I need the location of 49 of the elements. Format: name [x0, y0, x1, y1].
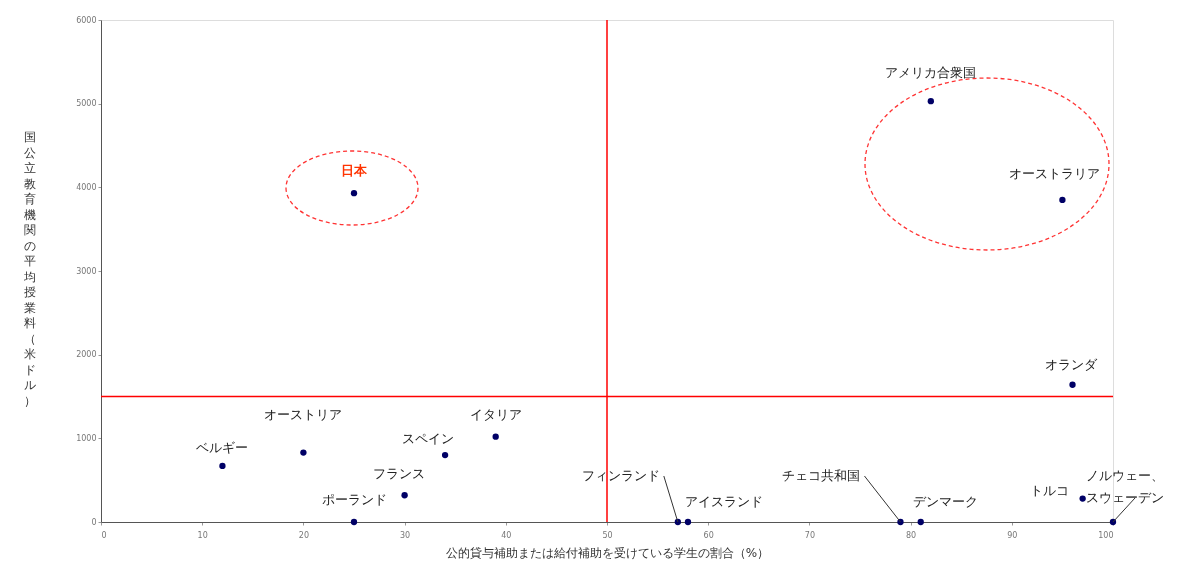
x-tick-label: 80 [906, 530, 917, 540]
point [927, 98, 934, 105]
annotation: オランダ [1044, 356, 1098, 372]
point [684, 518, 692, 526]
x-tick-label: 40 [501, 530, 512, 540]
annotation: ポーランド [321, 492, 387, 507]
x-tick-label: 50 [602, 530, 613, 540]
annotation: スペイン [402, 431, 455, 447]
x-tick-label: 70 [804, 530, 815, 540]
y-tick-label: 5000 [76, 99, 97, 109]
point [1079, 495, 1086, 502]
annotation: アメリカ合衆国 [885, 65, 977, 81]
annotation: ノルウェー、スウェーデン [1086, 468, 1164, 505]
point [401, 492, 408, 499]
x-tick-label: 20 [298, 530, 309, 540]
annotation: フランス [372, 466, 425, 482]
point [917, 518, 924, 526]
annotation: デンマーク [912, 494, 978, 509]
x-tick-label: 30 [400, 530, 411, 540]
y-tick-label: 4000 [76, 182, 97, 192]
annotation: オーストラリア [1008, 165, 1100, 181]
annotation: フィンランド [581, 468, 660, 483]
x-tick-label: 90 [1007, 530, 1018, 540]
y-tick-label: 1000 [76, 433, 97, 443]
point [350, 190, 358, 197]
x-tick-label: 10 [197, 530, 208, 540]
point [350, 518, 358, 526]
text: 国公立教育機関の平均授業料（米ドル） [23, 130, 36, 408]
annotation: チェコ共和国 [782, 468, 861, 483]
y-tick-label: 3000 [76, 266, 97, 276]
point [492, 433, 499, 440]
annotation: 日本 [341, 163, 368, 179]
y-tick-label: 0 [91, 517, 97, 527]
x-tick-label: 60 [703, 530, 714, 540]
x-tick-label: 0 [101, 530, 107, 540]
point [219, 462, 226, 470]
x-axis-title: 公的貸与補助または給付補助を受けている学生の割合（%） [445, 545, 770, 560]
annotation: アイスランド [684, 494, 763, 509]
point [1069, 381, 1076, 388]
annotation: オーストリア [264, 406, 343, 422]
y-tick-label: 6000 [76, 15, 97, 25]
point [1059, 196, 1066, 204]
point [441, 451, 449, 459]
y-tick-label: 2000 [76, 350, 97, 360]
annotation: トルコ [1029, 482, 1069, 498]
annotation: イタリア [469, 406, 522, 422]
point [300, 449, 307, 456]
annotation: ベルギー [196, 439, 249, 455]
x-tick-label: 100 [1098, 530, 1114, 540]
